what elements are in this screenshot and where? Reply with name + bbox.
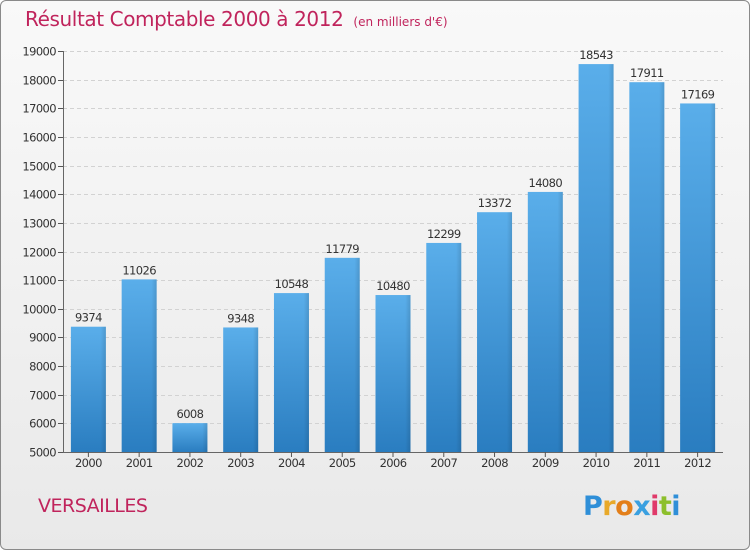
y-tick-label: 6000 [29,417,56,431]
bar-value-label: 17169 [681,87,715,101]
x-tick-label: 2012 [684,456,711,470]
y-tick-label: 12000 [22,246,56,260]
y-tick-label: 19000 [22,45,56,59]
bar-value-label: 10548 [275,277,309,291]
bar-value-label: 13372 [478,196,512,210]
y-tick-label: 18000 [22,74,56,88]
bar-value-label: 12299 [427,227,461,241]
bar-shade [324,257,360,452]
bar-shade [70,326,106,452]
bar-shade [578,64,614,452]
title-unit: (en milliers d'€) [353,15,448,29]
y-tick-label: 11000 [22,274,56,288]
x-tick-label: 2009 [532,456,559,470]
x-tick-label: 2010 [583,456,610,470]
axes: 5000 6000 7000 8000 9000 10000 11000 12000 13000… [22,45,723,470]
x-tick-label: 2000 [75,456,102,470]
bar-shade [680,103,716,452]
bar-shade [426,242,462,452]
bar-shade [273,293,309,452]
bar-value-label: 9348 [227,311,254,325]
bar-value-label: 11026 [122,263,156,277]
x-tick-label: 2008 [481,456,508,470]
y-tick-label: 13000 [22,217,56,231]
y-tick-label: 15000 [22,160,56,174]
bar-value-label: 6008 [176,407,203,421]
bar-value-label: 10480 [376,279,410,293]
bar-shade [629,82,665,452]
x-tick-label: 2011 [633,456,660,470]
proxiti-logo: Proxiti [583,491,681,522]
value-labels: 9374 11026 6008 9348 10548 11779 10480 12299 133… [75,48,715,421]
bar-shade [223,327,259,452]
logo-letter: i [650,491,659,522]
bar-shade [172,423,208,452]
y-tick-label: 16000 [22,131,56,145]
chart-title: Résultat Comptable 2000 à 2012 (en millie… [25,7,448,31]
y-tick-label: 5000 [29,446,56,460]
x-tick-label: 2001 [126,456,153,470]
bars [70,64,716,452]
logo-letter: i [671,491,681,522]
bar-value-label: 14080 [529,176,563,190]
x-tick-label: 2005 [329,456,356,470]
x-tick-label: 2003 [227,456,254,470]
logo-letter: P [583,491,603,522]
logo-letter: r [602,491,616,522]
bar-shade [375,295,411,452]
y-tick-label: 8000 [29,360,56,374]
logo-letter: t [658,491,672,522]
y-tick-label: 17000 [22,102,56,116]
y-tick-label: 7000 [29,389,56,403]
bar-value-label: 9374 [75,311,102,325]
bar-value-label: 18543 [579,48,613,62]
y-tick-label: 14000 [22,188,56,202]
bar-shade [477,212,513,452]
x-tick-label: 2004 [278,456,305,470]
x-tick-label: 2006 [380,456,407,470]
y-tick-label: 9000 [29,331,56,345]
x-tick-label: 2007 [430,456,457,470]
bar-value-label: 11779 [325,242,359,256]
y-tick-label: 10000 [22,303,56,317]
bar-shade [527,191,563,452]
bar-value-label: 17911 [630,66,664,80]
city-name: VERSAILLES [38,495,148,517]
logo-letter: o [615,491,634,522]
bar-shade [121,279,157,452]
logo-letter: x [633,491,651,522]
x-tick-label: 2002 [176,456,203,470]
title-text: Résultat Comptable 2000 à 2012 [25,7,344,31]
